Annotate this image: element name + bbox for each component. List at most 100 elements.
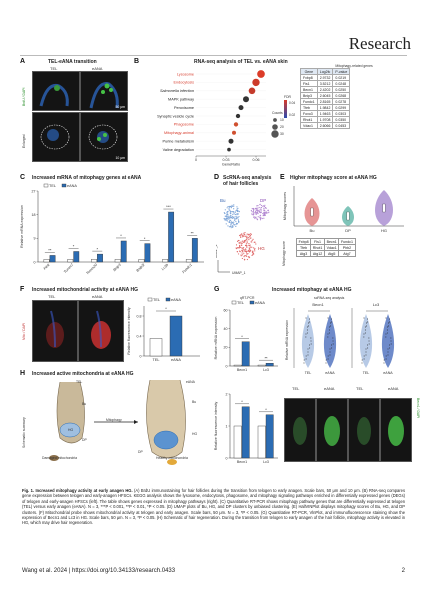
violin-title: Lc3 — [373, 302, 380, 307]
y-tick-label: 40 — [224, 327, 228, 331]
dotplot-size-legend-label: 10 — [280, 118, 284, 122]
x-tick-label: Pink — [43, 263, 51, 271]
umap-point — [237, 217, 239, 219]
panel-a: A TEL-eANA transition TEL eANA BrdU / DA… — [20, 58, 130, 168]
panel-a-col-tel: TEL — [50, 66, 58, 71]
umap-point — [242, 254, 244, 256]
umap-point — [258, 206, 260, 209]
dotplot-size-legend-dot — [272, 124, 278, 130]
umap-point — [241, 247, 243, 249]
violin-point — [327, 358, 329, 360]
violin-point — [365, 348, 367, 350]
mitophagy-gene-table: Gene Log2fc P-value Fxbp8 2.9732 0.0219 Fis1 3.… — [300, 68, 351, 129]
umap-point — [235, 213, 237, 215]
umap-point — [223, 217, 225, 220]
umap-point — [245, 237, 248, 239]
pathway-label: Peroxisome — [174, 106, 194, 110]
dotplot-size-legend-label: 20 — [280, 125, 284, 129]
umap-point — [233, 216, 235, 219]
fdr-tick-label: 0.04 — [289, 101, 295, 105]
violin-point — [309, 347, 311, 349]
umap-point — [238, 215, 240, 218]
umap-point — [255, 243, 257, 245]
violin-point — [306, 326, 308, 328]
gene-cell: Atg5 — [323, 250, 340, 257]
umap-point — [243, 234, 245, 236]
panel-f-col-tel: TEL — [48, 294, 56, 299]
umap-point — [229, 210, 232, 213]
umap-point — [263, 212, 265, 215]
violin-point — [325, 362, 327, 364]
legend-label: TEL — [237, 301, 244, 305]
y-tick-label: 0 — [226, 364, 228, 368]
umap-point — [255, 213, 257, 216]
violin-point — [327, 317, 329, 319]
bar-tel — [233, 425, 242, 459]
healthy-mito-icon — [167, 459, 177, 465]
violin-group-label: eANA — [325, 371, 335, 375]
umap-point — [256, 219, 259, 221]
table-row: Vdac1 2.6066 0.0453 — [300, 122, 351, 129]
mitophagy-gene-table-wrap: Mitophagy-related genes Gene Log2fc P-valu… — [300, 64, 408, 129]
umap-point — [235, 224, 237, 226]
violin-point — [310, 343, 312, 345]
y-tick-label: 0 — [34, 260, 36, 264]
umap-point — [262, 214, 265, 216]
umap-point — [263, 205, 266, 207]
micrograph-tel-enlarged — [32, 112, 80, 162]
violin-point — [383, 362, 385, 364]
violin-point — [387, 348, 389, 350]
umap-point — [231, 204, 233, 206]
violin-point — [325, 359, 327, 361]
h-label-bu1: Bu — [82, 402, 87, 406]
umap-point — [247, 255, 249, 258]
umap-point — [246, 245, 248, 247]
bar-tel — [67, 259, 74, 263]
legend-label: TEL — [153, 298, 160, 302]
violin-box — [310, 207, 314, 217]
sig-label: ** — [48, 248, 52, 253]
violin-point — [389, 321, 391, 323]
dotplot-size-legend-dot — [271, 130, 279, 138]
umap-point — [246, 238, 248, 240]
gene-cell: Atg12 — [310, 250, 325, 257]
umap-point — [260, 217, 262, 219]
violin-point — [305, 333, 307, 335]
bar-tel — [114, 259, 121, 263]
umap-point — [241, 257, 243, 260]
sig-label: * — [97, 246, 99, 251]
violin-point — [327, 333, 329, 335]
umap-point — [254, 250, 256, 252]
pathway-dot — [257, 70, 265, 78]
violin-point — [387, 354, 389, 356]
bar-tel — [138, 259, 145, 263]
micrograph-mito-eana — [78, 300, 124, 362]
panel-f-title: Increased mitochondrial activity at eANA… — [32, 287, 138, 293]
umap-point — [224, 215, 226, 217]
umap-point — [241, 250, 244, 252]
bar-eana — [120, 240, 127, 263]
violin-point — [331, 344, 333, 346]
if-header-label: TEL — [292, 386, 300, 391]
panel-a-row-label: BrdU / DAPI — [22, 87, 26, 106]
umap-point — [230, 225, 232, 228]
bar-tel — [257, 425, 266, 459]
micrograph-eana: 50 μm — [80, 71, 128, 111]
pathway-dot — [227, 147, 231, 152]
umap-point — [244, 231, 246, 234]
violin-point — [303, 359, 305, 361]
umap-point — [229, 215, 231, 217]
y-tick-label: 0 — [226, 456, 228, 460]
sig-label: ** — [191, 231, 195, 236]
umap-point — [253, 216, 255, 218]
gene-cell: Atg7 — [338, 250, 356, 257]
gene-row: Tfeb Rhot1 Vdac1 Phb2 — [295, 244, 356, 251]
h-label-hg2: HG — [192, 432, 198, 436]
y-tick-label: 2 — [226, 392, 228, 396]
umap-point — [256, 211, 258, 213]
violin-point — [363, 358, 365, 360]
h-mitophagy-label: Mitophagy — [106, 418, 122, 422]
violin-point — [363, 336, 365, 338]
umap-point — [224, 209, 226, 211]
umap-point — [255, 207, 257, 209]
